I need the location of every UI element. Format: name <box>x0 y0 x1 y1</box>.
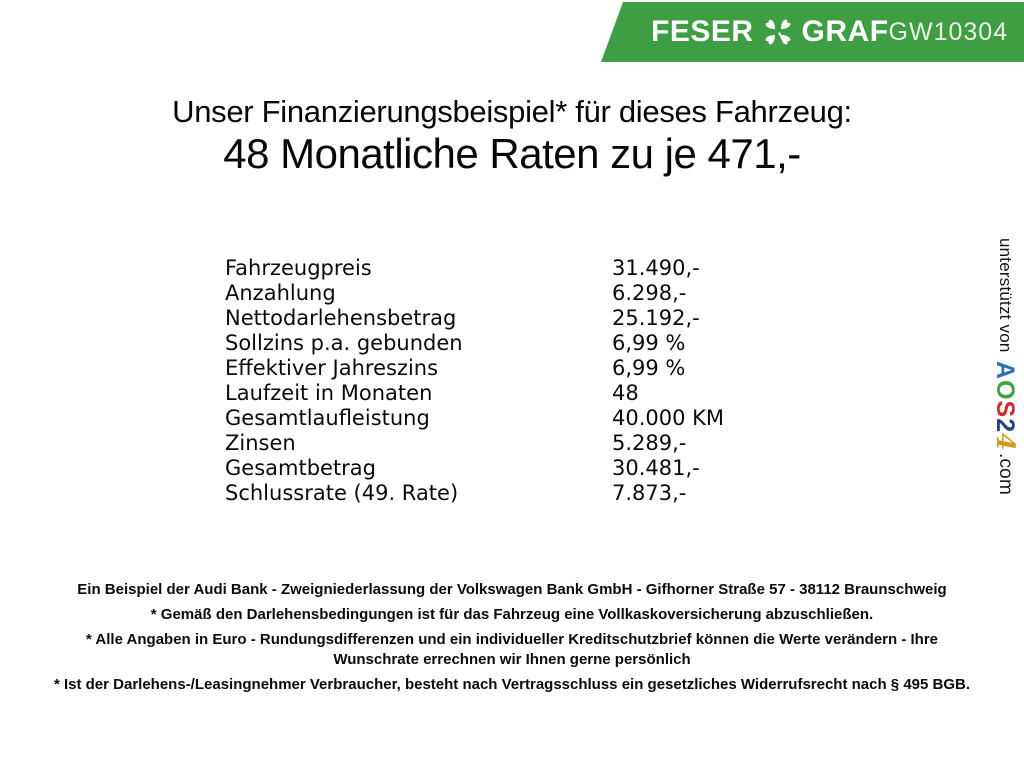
table-row: Gesamtbetrag 30.481,- <box>225 456 724 481</box>
row-label: Anzahlung <box>225 281 336 305</box>
table-row: Laufzeit in Monaten 48 <box>225 381 724 406</box>
supported-by-text: unterstützt von <box>996 238 1015 353</box>
row-label: Fahrzeugpreis <box>225 256 372 280</box>
aos24-letter: 4 <box>991 432 1020 452</box>
row-label: Schlussrate (49. Rate) <box>225 481 459 505</box>
financing-table: Fahrzeugpreis 31.490,- Anzahlung 6.298,- N… <box>225 256 724 506</box>
row-value: 30.481,- <box>612 456 700 480</box>
dealer-banner: FESER GRAF GW10304 <box>601 2 1024 62</box>
bank-address-line: Ein Beispiel der Audi Bank - Zweignieder… <box>77 581 947 598</box>
row-value: 5.289,- <box>612 431 687 455</box>
table-row: Nettodarlehensbetrag 25.192,- <box>225 306 724 331</box>
table-row: Sollzins p.a. gebunden 6,99 % <box>225 331 724 356</box>
row-label: Gesamtlaufleistung <box>225 406 430 430</box>
disclaimer-euro-rounding: * Alle Angaben in Euro - Rundungsdiffere… <box>85 631 939 668</box>
dealer-logo: FESER GRAF <box>651 15 889 49</box>
row-value: 25.192,- <box>612 306 700 330</box>
brand-word-graf: GRAF <box>801 15 889 48</box>
row-value: 7.873,- <box>612 481 687 505</box>
clover-icon <box>761 15 795 49</box>
disclaimer-withdrawal-right: * Ist der Darlehens-/Leasingnehmer Verbr… <box>53 676 971 693</box>
row-value: 6.298,- <box>612 281 687 305</box>
page-title: Unser Finanzierungsbeispiel* für dieses … <box>172 94 852 129</box>
row-label: Sollzins p.a. gebunden <box>225 331 463 355</box>
vehicle-id-badge: GW10304 <box>888 17 1009 46</box>
page-subtitle-rate: 48 Monatliche Raten zu je 471,- <box>223 130 801 177</box>
aos24-letter: O <box>991 379 1019 401</box>
aos24-letter: A <box>991 360 1019 380</box>
aos24-letter: S <box>991 400 1019 418</box>
row-value: 31.490,- <box>612 256 700 280</box>
row-label: Gesamtbetrag <box>225 456 377 480</box>
table-row: Fahrzeugpreis 31.490,- <box>225 256 724 281</box>
row-label: Zinsen <box>225 431 296 455</box>
table-row: Anzahlung 6.298,- <box>225 281 724 306</box>
row-value: 6,99 % <box>612 331 686 355</box>
row-value: 6,99 % <box>612 356 686 380</box>
table-row: Schlussrate (49. Rate) 7.873,- <box>225 481 724 506</box>
aos24-logo: AOS24 <box>991 360 1020 452</box>
row-value: 48 <box>612 381 639 405</box>
brand-word-feser: FESER <box>651 15 754 48</box>
table-row: Gesamtlaufleistung 40.000 KM <box>225 406 724 431</box>
row-label: Laufzeit in Monaten <box>225 381 433 405</box>
aos24-letter: 2 <box>991 417 1019 433</box>
disclaimer-footer: Ein Beispiel der Audi Bank - Zweignieder… <box>52 580 972 700</box>
aos24-domain-suffix: .com <box>995 453 1016 496</box>
row-label: Effektiver Jahreszins <box>225 356 439 380</box>
table-row: Zinsen 5.289,- <box>225 431 724 456</box>
supported-by-credit: unterstützt von AOS24.com <box>990 238 1020 495</box>
row-value: 40.000 KM <box>612 406 725 430</box>
row-label: Nettodarlehensbetrag <box>225 306 457 330</box>
disclaimer-insurance: * Gemäß den Darlehensbedingungen ist für… <box>150 606 874 623</box>
table-row: Effektiver Jahreszins 6,99 % <box>225 356 724 381</box>
